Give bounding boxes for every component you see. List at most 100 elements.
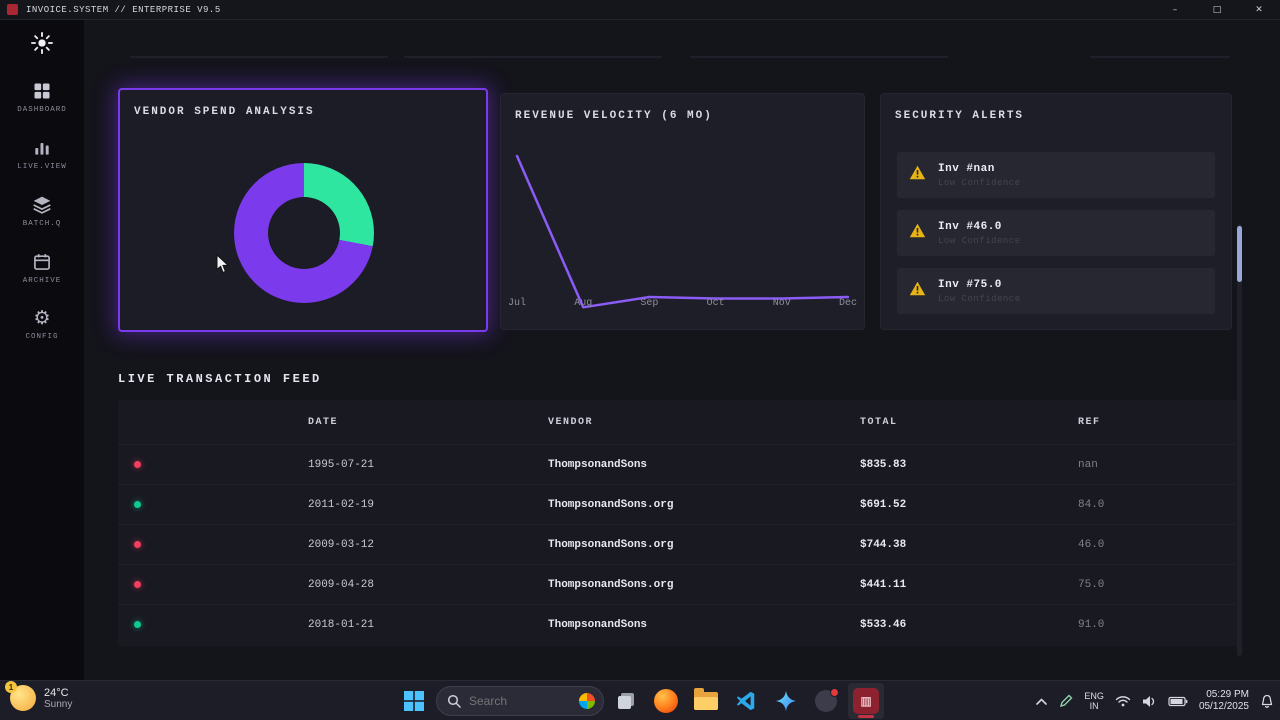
svg-text:Nov: Nov [773, 298, 791, 309]
kpi-placeholder [1090, 56, 1230, 58]
warning-triangle-icon [909, 223, 926, 243]
alert-list: Inv #nan Low Confidence Inv #46.0 [897, 152, 1215, 314]
kpi-placeholder [404, 56, 662, 58]
table-row[interactable]: 1995-07-21 ThompsonandSons $835.83 nan [118, 444, 1238, 484]
cell-vendor: ThompsonandSons.org [548, 538, 674, 551]
browser-icon [815, 688, 839, 712]
table-row[interactable]: 2011-02-19 ThompsonandSons.org $691.52 8… [118, 484, 1238, 524]
pen-icon[interactable] [1059, 694, 1073, 708]
bing-pinwheel-icon [579, 693, 595, 709]
taskbar: 1 24°C Sunny [0, 680, 1280, 720]
cell-date: 2009-04-28 [308, 578, 375, 591]
notification-badge: 1 [5, 681, 17, 693]
sidebar-item-config[interactable]: ⚙ CONFIG [25, 309, 58, 342]
window-title: INVOICE.SYSTEM // ENTERPRISE V9.5 [26, 4, 221, 15]
sidebar-item-dashboard[interactable]: DASHBOARD [17, 81, 67, 114]
wifi-icon[interactable] [1115, 695, 1131, 707]
cell-vendor: ThompsonandSons [548, 458, 648, 471]
volume-icon[interactable] [1142, 695, 1157, 708]
security-alerts-card: SECURITY ALERTS Inv #nan Low Confidence [880, 93, 1232, 330]
alert-subtitle: Low Confidence [938, 293, 1021, 304]
taskbar-search[interactable] [436, 686, 604, 716]
sidebar-item-label: LIVE.VIEW [17, 163, 67, 171]
table-row[interactable]: 2009-03-12 ThompsonandSons.org $744.38 4… [118, 524, 1238, 564]
notification-bell-icon[interactable] [1260, 694, 1274, 709]
cell-ref: nan [1078, 458, 1098, 471]
search-input[interactable] [469, 694, 559, 708]
clock-widget[interactable]: 05:29 PM 05/12/2025 [1199, 689, 1249, 713]
alert-row[interactable]: Inv #nan Low Confidence [897, 152, 1215, 198]
status-dot [134, 621, 141, 628]
sidebar-item-batch-q[interactable]: BATCH.Q [23, 195, 62, 228]
cell-ref: 46.0 [1078, 538, 1105, 551]
alert-row[interactable]: Inv #46.0 Low Confidence [897, 210, 1215, 256]
start-button[interactable] [396, 683, 432, 719]
weather-widget[interactable]: 1 24°C Sunny [5, 681, 72, 711]
maximize-button[interactable]: □ [1212, 4, 1222, 15]
sidebar-item-archive[interactable]: ARCHIVE [23, 252, 62, 285]
windows-logo-icon [404, 691, 424, 711]
taskbar-center: ▥ [396, 681, 884, 720]
cell-vendor: ThompsonandSons [548, 618, 648, 631]
vscode-icon [736, 691, 755, 711]
page-scrollbar[interactable] [1237, 224, 1242, 656]
alert-subtitle: Low Confidence [938, 235, 1021, 246]
alert-row[interactable]: Inv #75.0 Low Confidence [897, 268, 1215, 314]
clock-date: 05/12/2025 [1198, 701, 1249, 712]
column-header-ref: REF [1078, 416, 1101, 428]
browser-button[interactable] [808, 683, 844, 719]
firefox-icon [654, 689, 678, 713]
task-view-icon [618, 693, 634, 709]
cell-date: 1995-07-21 [308, 458, 375, 471]
column-header-total: TOTAL [860, 416, 898, 428]
firefox-button[interactable] [648, 683, 684, 719]
alert-title: Inv #75.0 [938, 278, 1002, 291]
sidebar: DASHBOARD LIVE.VIEW BATCH.Q [0, 20, 84, 680]
language-indicator[interactable]: ENG IN [1084, 691, 1104, 711]
sidebar-item-label: BATCH.Q [22, 220, 62, 228]
warning-triangle-icon [909, 165, 926, 185]
table-row[interactable]: 2018-01-21 ThompsonandSons $533.46 91.0 [118, 604, 1238, 644]
kpi-placeholder [130, 56, 388, 58]
sidebar-item-label: ARCHIVE [22, 277, 62, 285]
cell-ref: 75.0 [1078, 578, 1105, 591]
invoice-app-button[interactable]: ▥ [848, 683, 884, 719]
revenue-velocity-card: REVENUE VELOCITY (6 MO) Jul Aug Sep Oct Nov D… [500, 93, 865, 330]
cell-total: $691.52 [860, 498, 907, 511]
warning-triangle-icon [909, 281, 926, 301]
task-view-button[interactable] [608, 683, 644, 719]
copilot-star-icon [775, 690, 797, 712]
vscode-button[interactable] [728, 683, 764, 719]
clock-time: 05:29 PM [1206, 689, 1249, 700]
feed-title: LIVE TRANSACTION FEED [118, 372, 322, 386]
close-button[interactable]: ✕ [1255, 4, 1263, 15]
language-bottom: IN [1089, 701, 1099, 711]
app-logo-icon [7, 4, 18, 15]
tray-chevron-up-icon[interactable] [1035, 697, 1048, 706]
column-header-vendor: VENDOR [548, 416, 594, 428]
svg-text:Oct: Oct [707, 298, 725, 309]
file-explorer-button[interactable] [688, 683, 724, 719]
layers-icon [32, 195, 52, 215]
bar-chart-icon [32, 138, 52, 158]
language-top: ENG [1084, 691, 1104, 701]
battery-icon[interactable] [1168, 696, 1188, 707]
copilot-button[interactable] [768, 683, 804, 719]
transaction-table: DATE VENDOR TOTAL REF 1995-07-21 Thompso… [118, 400, 1238, 646]
sidebar-item-live-view[interactable]: LIVE.VIEW [17, 138, 67, 171]
status-dot [134, 581, 141, 588]
column-header-date: DATE [308, 416, 339, 428]
status-dot [134, 541, 141, 548]
minimize-button[interactable]: – [1172, 4, 1178, 15]
cell-vendor: ThompsonandSons.org [548, 498, 674, 511]
svg-text:Jul: Jul [508, 297, 526, 309]
vendor-donut-chart [234, 163, 374, 303]
alert-title: Inv #46.0 [938, 220, 1002, 233]
active-app-indicator [858, 715, 874, 718]
table-row[interactable]: 2009-04-28 ThompsonandSons.org $441.11 7… [118, 564, 1238, 604]
scrollbar-thumb[interactable] [1237, 226, 1242, 282]
svg-text:Dec: Dec [839, 298, 857, 309]
system-tray: ENG IN [1035, 681, 1274, 720]
invoice-app-icon: ▥ [853, 688, 879, 714]
